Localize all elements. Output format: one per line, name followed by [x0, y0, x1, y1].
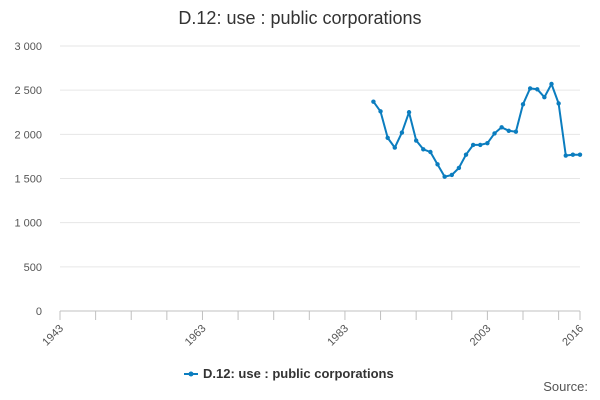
- data-point[interactable]: [413, 138, 419, 143]
- data-point[interactable]: [527, 86, 533, 91]
- source-label: Source:: [543, 379, 588, 394]
- legend[interactable]: D.12: use : public corporations: [184, 366, 394, 381]
- x-tick-label: 1963: [183, 323, 209, 349]
- y-tick-label: 500: [24, 262, 42, 274]
- data-point[interactable]: [371, 99, 376, 104]
- legend-series-label: D.12: use : public corporations: [203, 366, 394, 381]
- data-point[interactable]: [535, 87, 540, 92]
- data-point[interactable]: [392, 145, 397, 150]
- data-point[interactable]: [499, 125, 504, 130]
- chart-title: D.12: use : public corporations: [178, 8, 422, 28]
- data-point[interactable]: [435, 162, 440, 167]
- y-tick-label: 1 000: [14, 218, 42, 230]
- grid-layer: [60, 45, 580, 312]
- data-point[interactable]: [463, 152, 469, 157]
- data-point[interactable]: [485, 140, 490, 146]
- data-point[interactable]: [456, 165, 462, 171]
- data-point[interactable]: [428, 149, 433, 155]
- axis-layer: 0 500 1 000 1 500 2 000 2 500 3 000 1943 1963 198…: [14, 41, 586, 348]
- data-point[interactable]: [378, 109, 383, 114]
- y-tick-label: 2 000: [14, 129, 42, 141]
- data-point[interactable]: [470, 142, 476, 148]
- series-line: [372, 83, 580, 178]
- data-point[interactable]: [513, 129, 519, 134]
- x-tick-label: 1943: [40, 323, 66, 349]
- data-point[interactable]: [385, 135, 390, 141]
- series-layer: [371, 81, 583, 179]
- data-point[interactable]: [421, 147, 426, 152]
- data-point[interactable]: [556, 101, 561, 106]
- data-point[interactable]: [563, 153, 568, 158]
- x-tick-label: 2016: [560, 323, 586, 349]
- data-point[interactable]: [492, 131, 497, 136]
- y-tick-label: 0: [36, 306, 42, 318]
- data-point[interactable]: [549, 81, 554, 87]
- data-point[interactable]: [570, 152, 576, 157]
- data-point[interactable]: [399, 130, 405, 135]
- data-point[interactable]: [577, 152, 583, 157]
- data-point[interactable]: [449, 172, 454, 178]
- data-point[interactable]: [478, 142, 483, 148]
- y-tick-label: 2 500: [14, 85, 42, 97]
- data-point[interactable]: [542, 95, 547, 100]
- y-tick-label: 3 000: [14, 41, 42, 53]
- data-point[interactable]: [406, 110, 412, 115]
- x-tick-label: 2003: [468, 323, 494, 349]
- x-tick-label: 1983: [325, 323, 351, 349]
- y-tick-label: 1 500: [14, 174, 42, 186]
- legend-point-marker: [188, 371, 194, 377]
- data-point[interactable]: [442, 174, 447, 179]
- data-point[interactable]: [520, 102, 526, 107]
- data-point[interactable]: [506, 128, 511, 133]
